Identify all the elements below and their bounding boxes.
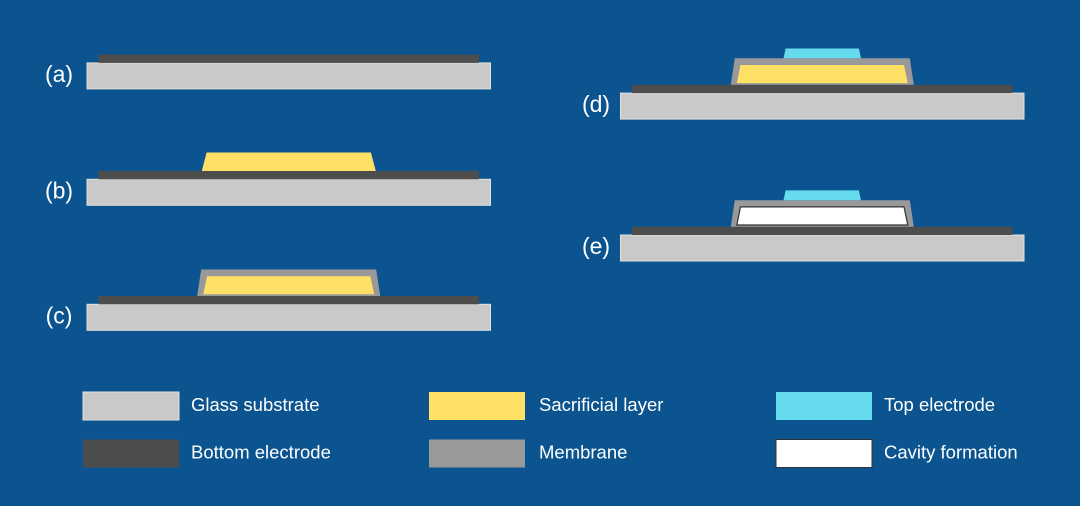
svg-text:(b): (b) [45, 177, 73, 203]
svg-text:Cavity formation: Cavity formation [884, 441, 1018, 462]
svg-text:Top electrode: Top electrode [884, 394, 995, 415]
svg-text:(d): (d) [582, 91, 610, 117]
svg-text:Sacrificial layer: Sacrificial layer [539, 394, 663, 415]
svg-text:Membrane: Membrane [539, 441, 627, 462]
svg-text:Bottom electrode: Bottom electrode [191, 441, 331, 462]
svg-text:Glass substrate: Glass substrate [191, 394, 320, 415]
svg-text:(a): (a) [45, 61, 73, 87]
svg-text:(e): (e) [582, 233, 610, 259]
svg-text:(c): (c) [46, 302, 73, 328]
